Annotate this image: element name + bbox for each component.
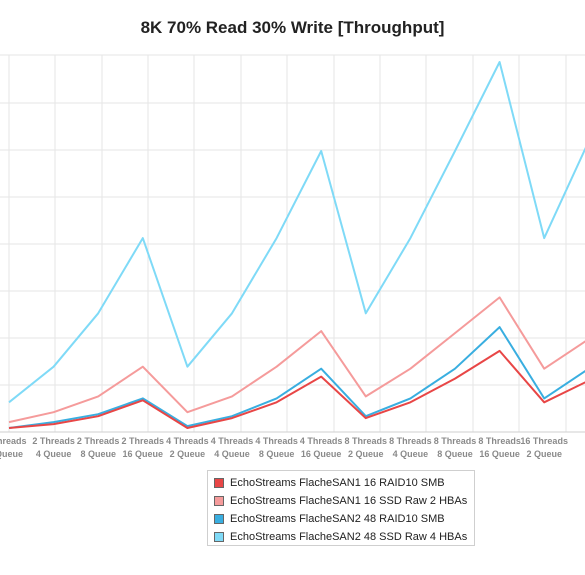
- x-tick-label-queue: 2 Queue: [526, 449, 562, 459]
- chart-legend: EchoStreams FlacheSAN1 16 RAID10 SMB Echo…: [207, 470, 475, 546]
- x-tick-label-threads: 4 Threads: [166, 436, 209, 446]
- x-tick-label-queue: 8 Queue: [80, 449, 116, 459]
- x-tick-label-threads: 4 Threads: [300, 436, 343, 446]
- x-tick-label-queue: 16 Queue: [123, 449, 164, 459]
- x-tick-label-queue: 4 Queue: [214, 449, 250, 459]
- x-tick-label-threads: 8 Threads: [478, 436, 521, 446]
- x-tick-label-queue: 2 Queue: [348, 449, 384, 459]
- x-tick-label-threads: 8 Threads: [389, 436, 432, 446]
- chart-title: 8K 70% Read 30% Write [Throughput]: [140, 18, 445, 37]
- x-tick-label-queue: 8 Queue: [259, 449, 295, 459]
- x-tick-label-queue: 16 Queue: [301, 449, 342, 459]
- series-line: [8, 296, 585, 424]
- x-tick-label-threads: 16 Threads: [520, 436, 568, 446]
- x-tick-label-threads: Threads: [0, 436, 27, 446]
- legend-swatch: [214, 514, 224, 524]
- legend-item[interactable]: EchoStreams FlacheSAN2 48 RAID10 SMB: [214, 510, 474, 528]
- x-tick-label-threads: 4 Threads: [211, 436, 254, 446]
- x-tick-label-queue: 16 Queue: [479, 449, 520, 459]
- legend-label: EchoStreams FlacheSAN2 48 SSD Raw 4 HBAs: [230, 531, 468, 543]
- x-tick-label-queue: Queue: [0, 449, 23, 459]
- legend-swatch: [214, 532, 224, 542]
- series-line: [8, 326, 585, 429]
- legend-label: EchoStreams FlacheSAN2 48 RAID10 SMB: [230, 513, 445, 525]
- legend-swatch: [214, 496, 224, 506]
- x-tick-label-queue: 8 Queue: [437, 449, 473, 459]
- legend-item[interactable]: EchoStreams FlacheSAN1 16 SSD Raw 2 HBAs: [214, 492, 474, 510]
- x-tick-label-queue: 4 Queue: [36, 449, 72, 459]
- x-tick-label-threads: 2 Threads: [77, 436, 120, 446]
- x-tick-label-threads: 2 Threads: [122, 436, 165, 446]
- legend-label: EchoStreams FlacheSAN1 16 RAID10 SMB: [230, 477, 445, 489]
- x-tick-label-threads: 8 Threads: [434, 436, 477, 446]
- x-tick-label-queue: 2 Queue: [170, 449, 206, 459]
- x-tick-label-threads: 8 Threads: [345, 436, 388, 446]
- chart-plot-area: Threads Queue 2 Threads 4 Queue 2 Threads 8 Q…: [0, 54, 585, 459]
- x-tick-label-queue: 4 Queue: [393, 449, 429, 459]
- legend-item[interactable]: EchoStreams FlacheSAN2 48 SSD Raw 4 HBAs: [214, 528, 474, 546]
- series-line: [8, 61, 585, 404]
- x-tick-label-threads: 2 Threads: [32, 436, 75, 446]
- legend-item[interactable]: EchoStreams FlacheSAN1 16 RAID10 SMB: [214, 474, 474, 492]
- series-line: [8, 349, 585, 429]
- x-tick-label-threads: 4 Threads: [255, 436, 298, 446]
- legend-label: EchoStreams FlacheSAN1 16 SSD Raw 2 HBAs: [230, 495, 468, 507]
- legend-swatch: [214, 478, 224, 488]
